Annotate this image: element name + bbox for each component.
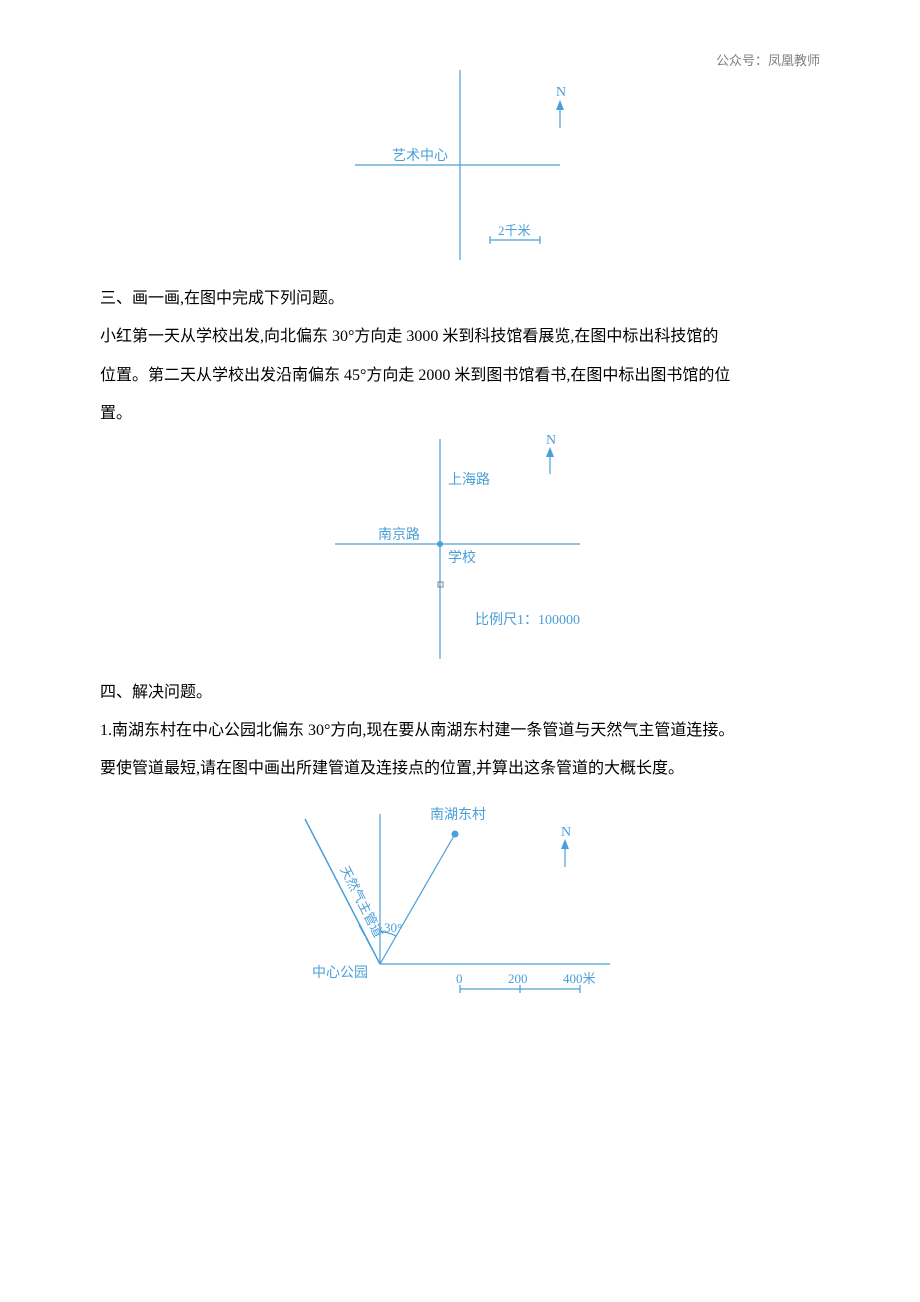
fig2-nanjing-label: 南京路 bbox=[378, 527, 420, 543]
fig3-angle-label: 30° bbox=[384, 920, 402, 935]
fig3-n-arrow-head bbox=[561, 839, 569, 849]
fig2-n-label: N bbox=[546, 434, 556, 448]
figure-park: N 南湖东村 天然气主管道 30° 中心公园 0 200 400米 bbox=[100, 789, 820, 1019]
fig3-scale-0: 0 bbox=[456, 971, 463, 986]
fig3-scale-200: 200 bbox=[508, 971, 528, 986]
section4-q1b: 要使管道最短,请在图中画出所建管道及连接点的位置,并算出这条管道的大概长度。 bbox=[100, 750, 820, 788]
fig1-art-center-label: 艺术中心 bbox=[392, 148, 448, 164]
header-source: 公众号：凤凰教师 bbox=[716, 50, 820, 69]
fig3-scale-400: 400米 bbox=[563, 971, 596, 986]
fig2-n-arrow-head bbox=[546, 447, 554, 457]
fig3-village-line bbox=[380, 834, 455, 964]
section3-p3: 置。 bbox=[100, 395, 820, 433]
fig3-tick1 bbox=[366, 938, 372, 949]
fig3-svg: N 南湖东村 天然气主管道 30° 中心公园 0 200 400米 bbox=[270, 789, 650, 1019]
fig1-svg: N 艺术中心 2千米 bbox=[300, 60, 620, 270]
section4-title: 四、解决问题。 bbox=[100, 674, 820, 712]
fig3-tick2 bbox=[359, 925, 365, 936]
fig2-svg: N 上海路 南京路 学校 比例尺1：100000 bbox=[280, 434, 640, 664]
fig1-scale-label: 2千米 bbox=[498, 223, 531, 238]
section3-p1: 小红第一天从学校出发,向北偏东 30°方向走 3000 米到科技馆看展览,在图中… bbox=[100, 318, 820, 356]
fig3-village-label: 南湖东村 bbox=[430, 807, 486, 823]
figure-school: N 上海路 南京路 学校 比例尺1：100000 bbox=[100, 434, 820, 664]
fig3-village-dot bbox=[452, 830, 459, 837]
section4-q1a: 1.南湖东村在中心公园北偏东 30°方向,现在要从南湖东村建一条管道与天然气主管… bbox=[100, 712, 820, 750]
fig1-n-label: N bbox=[556, 85, 566, 100]
fig2-school-dot bbox=[437, 541, 443, 547]
figure-art-center: N 艺术中心 2千米 bbox=[100, 60, 820, 270]
fig2-shanghai-label: 上海路 bbox=[448, 472, 490, 488]
fig2-scale-label: 比例尺1：100000 bbox=[475, 612, 580, 628]
fig3-n-label: N bbox=[561, 825, 571, 840]
fig3-park-label: 中心公园 bbox=[312, 965, 368, 981]
fig1-n-arrow-head bbox=[556, 100, 564, 110]
fig2-school-label: 学校 bbox=[448, 549, 476, 566]
section3-p2: 位置。第二天从学校出发沿南偏东 45°方向走 2000 米到图书馆看书,在图中标… bbox=[100, 357, 820, 395]
section3-title: 三、画一画,在图中完成下列问题。 bbox=[100, 280, 820, 318]
